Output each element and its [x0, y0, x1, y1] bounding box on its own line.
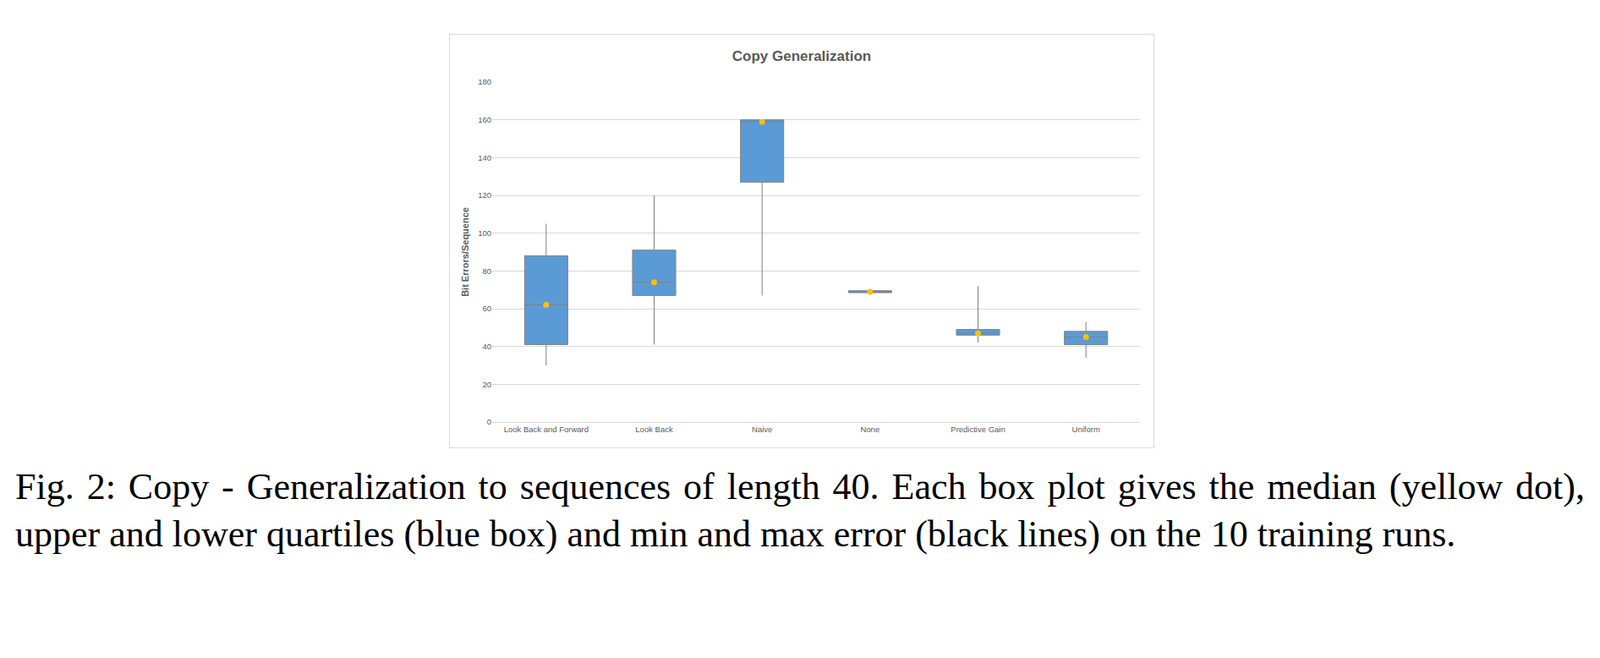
svg-text:0: 0	[487, 416, 492, 427]
svg-text:None: None	[860, 424, 880, 434]
svg-text:60: 60	[482, 303, 492, 313]
svg-text:Copy Generalization: Copy Generalization	[732, 48, 872, 65]
svg-text:80: 80	[482, 266, 492, 276]
svg-text:120: 120	[477, 190, 492, 200]
svg-text:Look Back and Forward: Look Back and Forward	[504, 424, 589, 434]
svg-text:Uniform: Uniform	[1072, 424, 1101, 434]
svg-text:180: 180	[477, 76, 492, 87]
svg-text:Predictive Gain: Predictive Gain	[950, 424, 1005, 434]
svg-text:160: 160	[477, 115, 492, 125]
svg-text:Look Back: Look Back	[635, 424, 674, 434]
svg-text:100: 100	[477, 228, 492, 238]
svg-text:Bit Errors/Sequence: Bit Errors/Sequence	[460, 207, 471, 297]
svg-text:20: 20	[482, 379, 492, 390]
html-text:Fig. 2: Copy - Generalization: Fig. 2: Copy - Generalization to sequenc…	[15, 465, 1585, 555]
svg-text:40: 40	[482, 341, 492, 351]
svg-text:Naive: Naive	[751, 424, 773, 434]
svg-text:140: 140	[477, 153, 492, 163]
